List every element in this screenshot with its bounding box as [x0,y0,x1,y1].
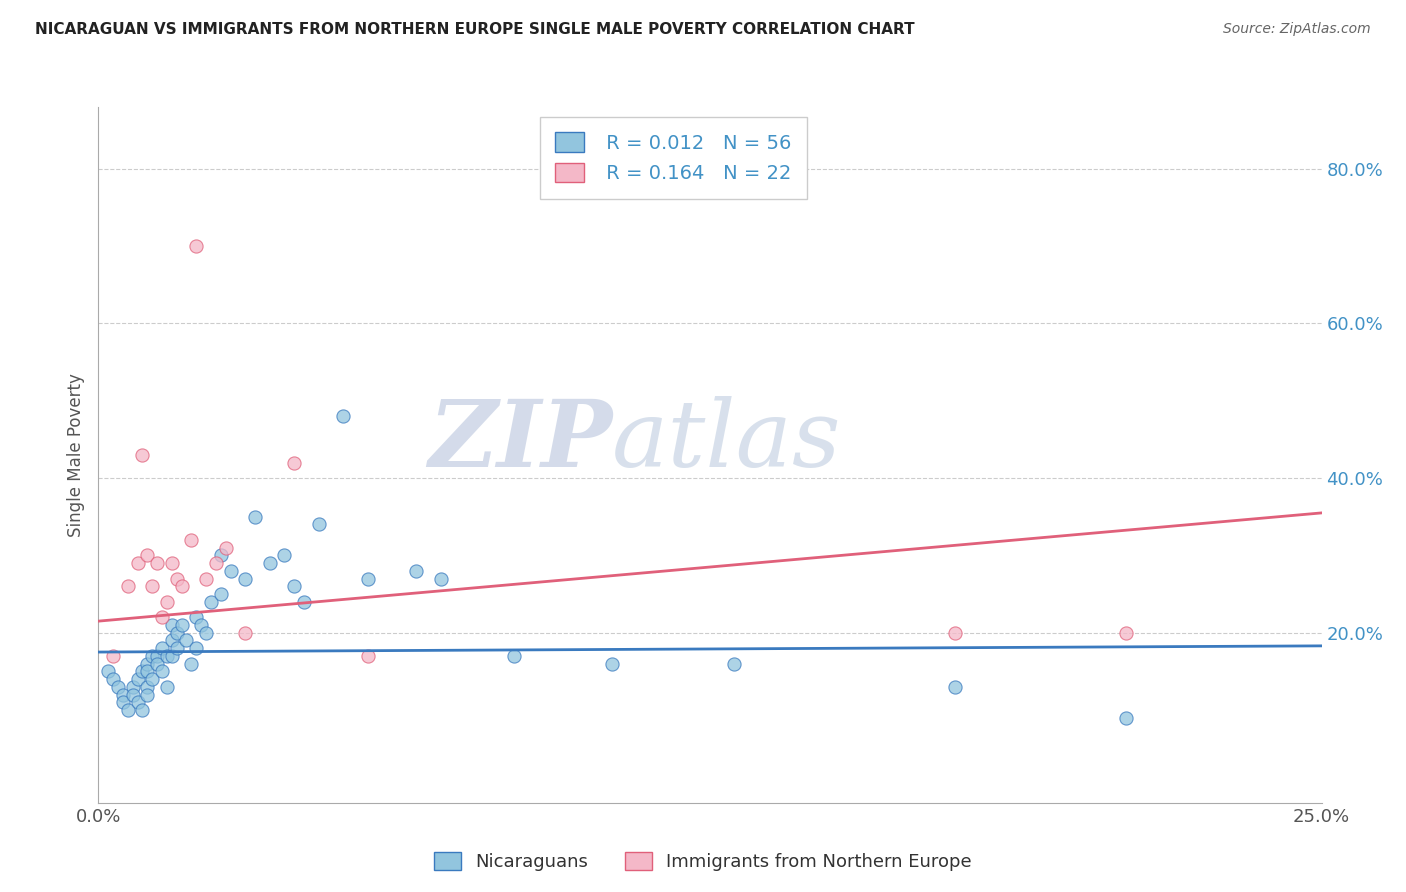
Point [195,572,218,586]
Point [146,556,169,570]
Point [166,641,188,656]
Point [219,564,242,578]
Point [111,695,134,709]
Point [186,239,208,253]
Point [156,648,179,663]
Point [1115,711,1137,725]
Point [943,625,966,640]
Text: atlas: atlas [612,396,842,486]
Point [233,572,256,586]
Point [117,703,139,717]
Point [200,595,222,609]
Point [356,572,378,586]
Point [943,680,966,694]
Legend:  R = 0.012   N = 56,  R = 0.164   N = 22: R = 0.012 N = 56, R = 0.164 N = 22 [540,117,807,199]
Legend: Nicaraguans, Immigrants from Northern Europe: Nicaraguans, Immigrants from Northern Eu… [427,845,979,879]
Point [136,680,159,694]
Point [101,672,124,686]
Point [150,610,173,624]
Point [160,648,183,663]
Point [292,595,315,609]
Point [166,625,188,640]
Point [723,657,745,671]
Point [131,448,153,462]
Point [180,657,202,671]
Point [186,641,208,656]
Point [180,533,202,547]
Point [195,625,218,640]
Text: NICARAGUAN VS IMMIGRANTS FROM NORTHERN EUROPE SINGLE MALE POVERTY CORRELATION CH: NICARAGUAN VS IMMIGRANTS FROM NORTHERN E… [35,22,915,37]
Point [121,688,143,702]
Point [273,549,295,563]
Point [356,648,378,663]
Point [503,648,526,663]
Y-axis label: Single Male Poverty: Single Male Poverty [66,373,84,537]
Point [131,665,153,679]
Point [97,665,120,679]
Point [332,409,354,424]
Point [146,657,169,671]
Point [176,633,198,648]
Point [127,556,149,570]
Point [121,680,143,694]
Point [101,648,124,663]
Point [209,587,232,601]
Point [190,618,212,632]
Point [170,579,193,593]
Point [150,665,173,679]
Point [160,618,183,632]
Text: ZIP: ZIP [427,396,612,486]
Point [150,641,173,656]
Point [405,564,427,578]
Point [1115,625,1137,640]
Point [136,688,159,702]
Point [136,665,159,679]
Point [131,703,153,717]
Point [259,556,281,570]
Point [283,456,305,470]
Point [308,517,330,532]
Point [111,688,134,702]
Point [141,579,163,593]
Point [205,556,228,570]
Point [283,579,305,593]
Point [214,541,236,555]
Point [141,648,163,663]
Point [117,579,139,593]
Point [146,648,169,663]
Text: Source: ZipAtlas.com: Source: ZipAtlas.com [1223,22,1371,37]
Point [141,672,163,686]
Point [243,509,266,524]
Point [166,572,188,586]
Point [209,549,232,563]
Point [233,625,256,640]
Point [600,657,623,671]
Point [127,672,149,686]
Point [186,610,208,624]
Point [127,695,149,709]
Point [170,618,193,632]
Point [156,680,179,694]
Point [107,680,129,694]
Point [430,572,453,586]
Point [160,556,183,570]
Point [156,595,179,609]
Point [160,633,183,648]
Point [136,549,159,563]
Point [136,657,159,671]
